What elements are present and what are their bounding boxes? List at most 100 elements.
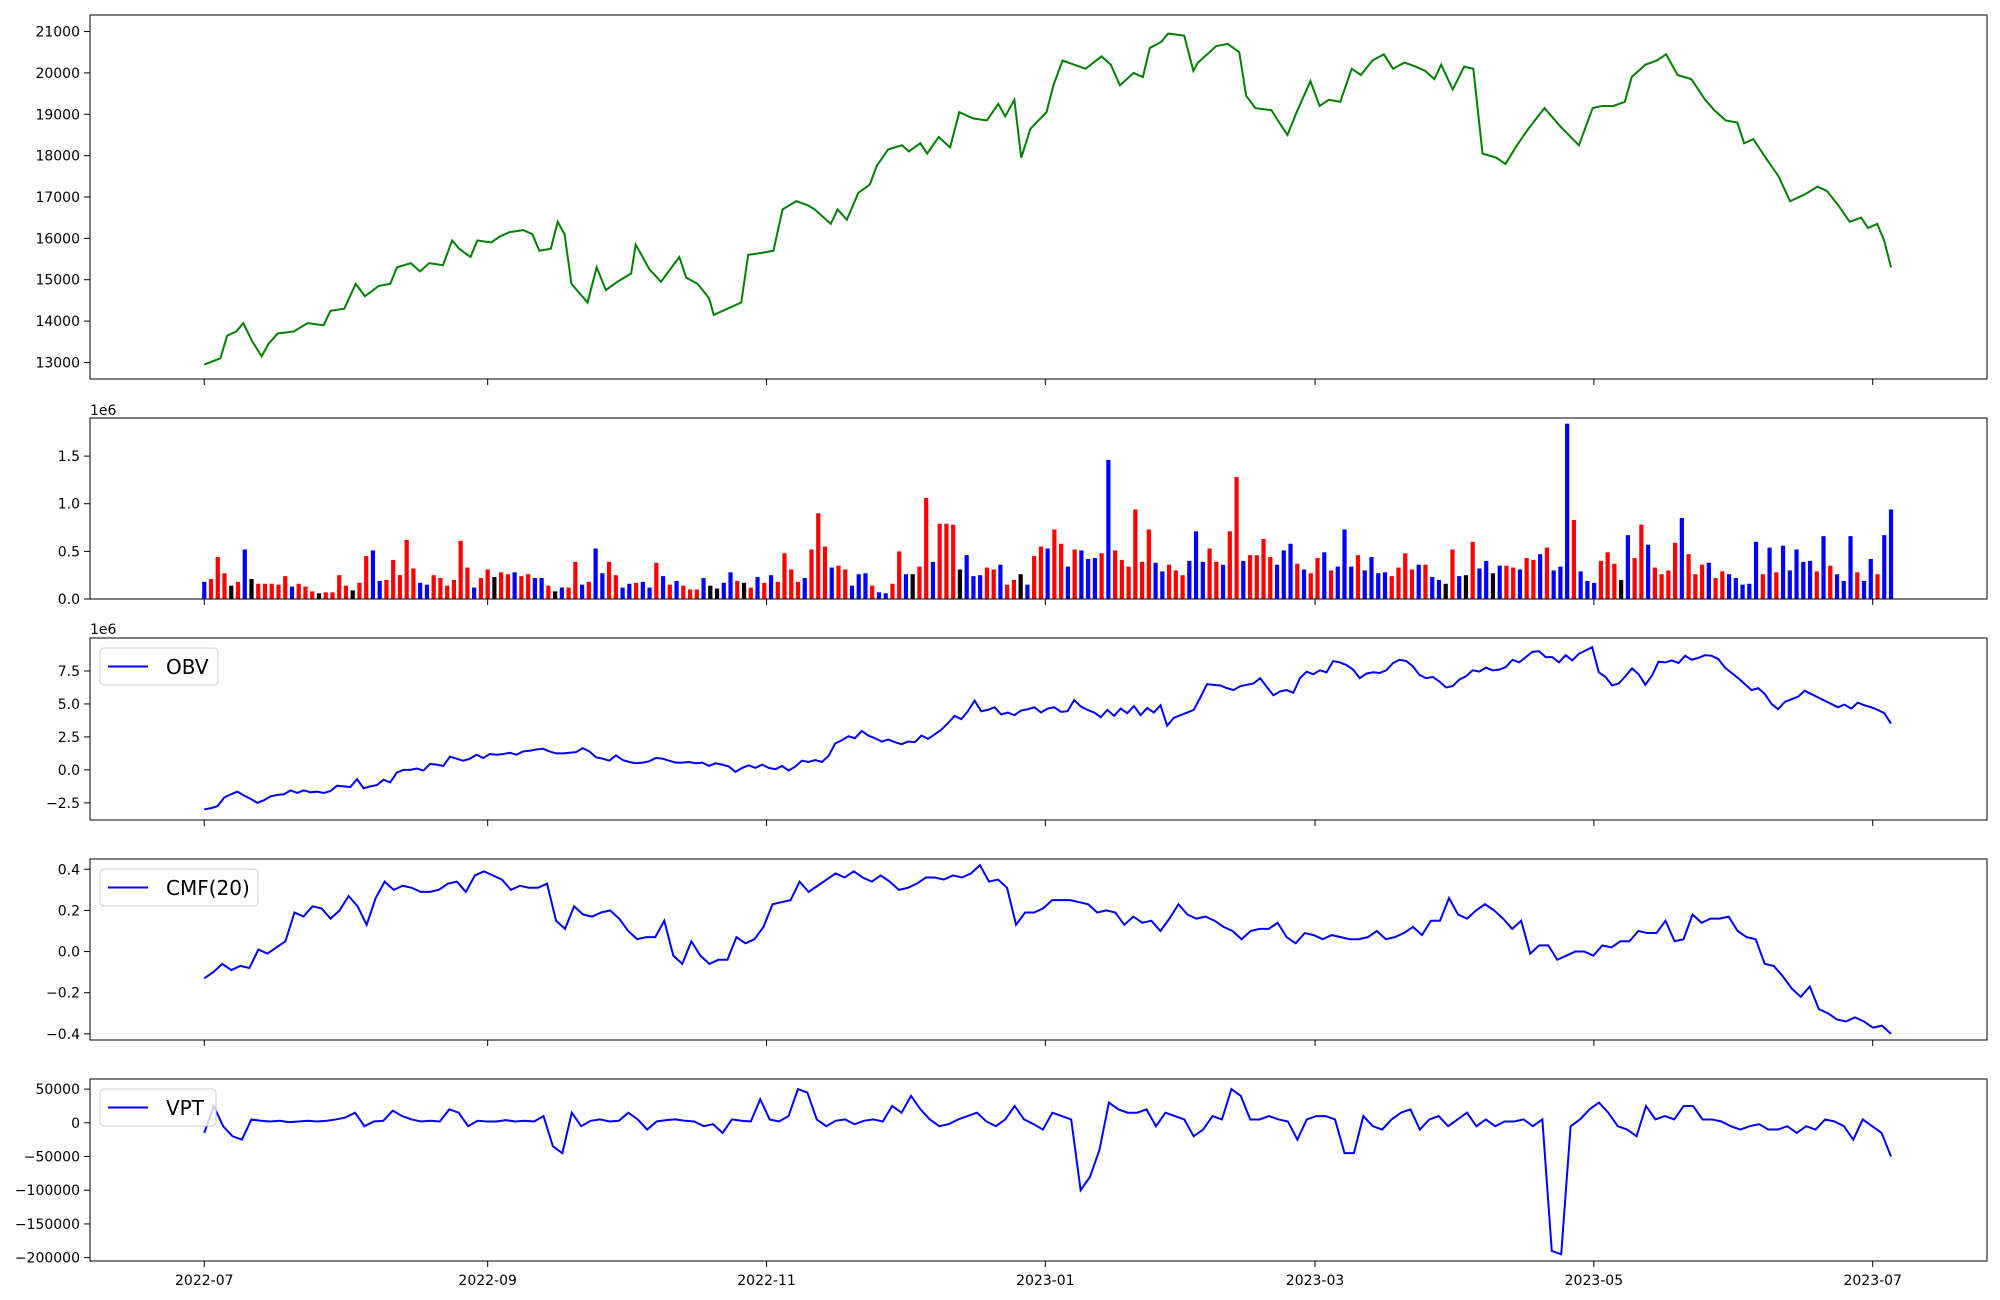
volume-bar — [1855, 572, 1860, 599]
volume-bar — [1032, 556, 1037, 599]
volume-bar — [330, 592, 335, 599]
volume-bar — [1828, 565, 1833, 599]
obv-y-tick-label: 0.0 — [58, 763, 80, 779]
volume-bar — [1247, 555, 1253, 599]
volume-bar — [559, 587, 564, 599]
volume-bar — [957, 569, 963, 599]
volume-bar — [991, 569, 996, 599]
obv-y-tick-label: 2.5 — [58, 730, 80, 746]
volume-bar — [458, 540, 463, 599]
volume-bar — [876, 592, 882, 599]
volume-bar — [1524, 558, 1529, 599]
volume-bar — [1733, 578, 1738, 599]
x-tick-label: 2022-11 — [737, 1273, 796, 1289]
volume-bar — [1301, 569, 1307, 599]
volume-bar — [1706, 562, 1711, 599]
volume-bar — [1038, 546, 1043, 599]
volume-bar — [1470, 541, 1475, 599]
volume-bar — [1450, 549, 1455, 599]
volume-bar — [1646, 544, 1651, 599]
vpt-legend: VPT — [99, 1088, 217, 1127]
volume-bar — [1780, 545, 1786, 599]
price-plot-area: 13000 14000 15000 16000 17000 18000 19000 20000… — [35, 25, 1892, 371]
volume-bar — [256, 583, 261, 599]
volume-bar — [1227, 531, 1232, 599]
volume-bar — [505, 574, 510, 599]
volume-bar — [1753, 541, 1759, 599]
volume-bar — [741, 582, 747, 599]
vpt-plot-area: −200000 −150000 −100000 −50000 0 50000 — [15, 1082, 1892, 1267]
volume-bar — [1416, 564, 1421, 599]
volume-bar — [782, 553, 787, 599]
volume-bar — [694, 589, 699, 599]
volume-bar — [829, 567, 834, 599]
volume-bar — [1018, 574, 1023, 599]
volume-bar — [1477, 568, 1482, 599]
volume-bar — [1794, 549, 1799, 599]
volume-bar — [836, 565, 841, 599]
volume-bar — [1092, 558, 1097, 599]
volume-bar — [775, 581, 780, 599]
volume-bar — [1214, 561, 1219, 599]
obv-legend-box — [99, 647, 219, 686]
price-panel: 13000 14000 15000 16000 17000 18000 19000 20000… — [35, 14, 1988, 380]
volume-bar — [1052, 529, 1057, 599]
volume-bar — [863, 573, 868, 599]
volume-bar — [222, 573, 227, 599]
volume-bar — [1497, 565, 1502, 599]
volume-bar — [674, 580, 679, 599]
volume-bar — [654, 562, 659, 599]
volume-bar — [1787, 570, 1792, 599]
volume-bar — [613, 575, 618, 599]
volume-bar — [1126, 566, 1131, 599]
volume-bar — [546, 585, 551, 599]
volume-bar — [870, 585, 875, 599]
volume-bar — [1335, 566, 1340, 599]
volume-bar — [1821, 536, 1826, 599]
price-y-tick-label: 16000 — [35, 231, 80, 247]
x-tick-label: 2023-03 — [1286, 1273, 1345, 1289]
cmf-y-tick-label: 0.0 — [58, 945, 80, 961]
cmf-panel: −0.4 −0.2 0.0 0.2 0.4 CMF(20) — [46, 858, 1988, 1043]
x-tick-label: 2022-07 — [175, 1273, 234, 1289]
volume-bar — [1484, 560, 1489, 599]
volume-bar — [1119, 559, 1124, 599]
volume-bar — [1065, 566, 1070, 599]
volume-bar — [1511, 567, 1516, 599]
volume-bar — [1888, 509, 1894, 599]
volume-bar — [512, 572, 517, 599]
volume-bar — [499, 572, 504, 599]
volume-bar — [903, 574, 909, 599]
volume-bar — [1207, 548, 1212, 599]
volume-y-tick-label: 0.5 — [58, 544, 80, 560]
volume-bar — [1045, 548, 1050, 599]
vpt-line — [203, 1087, 1892, 1256]
volume-bar — [485, 569, 490, 599]
x-tick-label: 2023-05 — [1565, 1273, 1624, 1289]
volume-bar — [1106, 459, 1111, 599]
volume-bar — [1261, 538, 1266, 599]
x-tick-label: 2022-09 — [458, 1273, 517, 1289]
volume-bar — [1760, 574, 1765, 599]
x-axis: 2022-07 2022-09 2022-11 2023-01 2023-03 2023-… — [175, 379, 1902, 1289]
volume-bar — [262, 583, 268, 599]
volume-bar — [364, 556, 369, 599]
volume-bar — [1173, 570, 1178, 599]
volume-bar — [687, 589, 693, 599]
volume-bar — [1025, 584, 1030, 599]
volume-bar — [1328, 570, 1334, 599]
cmf-axes-frame — [89, 858, 1988, 1041]
volume-bar — [978, 575, 983, 599]
volume-bar — [1807, 560, 1813, 599]
volume-bar — [1409, 569, 1415, 599]
volume-bar — [728, 572, 733, 599]
cmf-legend: CMF(20) — [99, 868, 259, 907]
volume-bar — [1693, 574, 1698, 599]
volume-bar — [593, 548, 598, 599]
obv-plot-area: −2.5 0.0 2.5 5.0 7.5 — [46, 645, 1892, 812]
volume-bar — [984, 567, 990, 599]
volume-bar — [640, 581, 645, 599]
obv-y-tick-label: 5.0 — [58, 697, 80, 713]
volume-bar — [944, 523, 949, 599]
